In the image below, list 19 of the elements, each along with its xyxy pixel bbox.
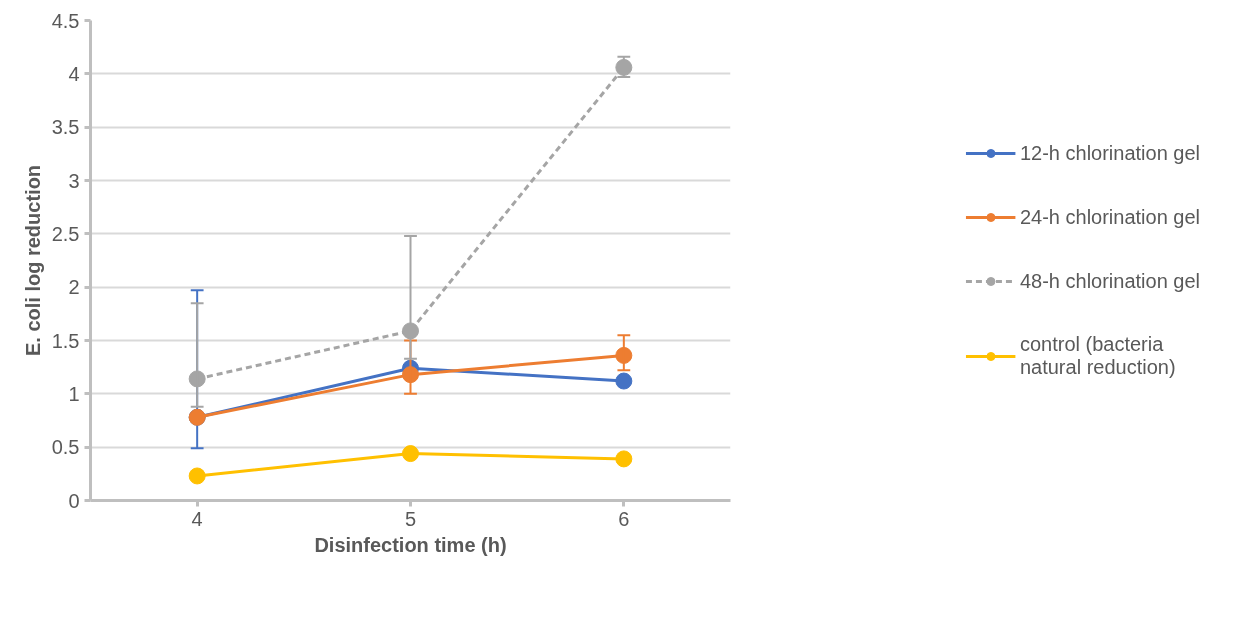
- legend-label: 48-h chlorination gel: [1019, 269, 1201, 293]
- legend-label: control (bacteria natural reduction): [1019, 333, 1176, 379]
- legend-label: 24-h chlorination gel: [1019, 205, 1201, 229]
- y-tick-label: 3: [68, 169, 80, 192]
- y-tick-label: 0.5: [51, 436, 80, 459]
- y-tick-label: 2.5: [51, 222, 80, 245]
- y-tick-label: 0: [68, 489, 80, 512]
- x-tick-label: 4: [191, 507, 203, 530]
- x-axis-title: Disinfection time (h): [314, 533, 507, 556]
- y-tick-label: 1.5: [51, 329, 80, 352]
- y-tick-label: 4: [68, 62, 80, 85]
- legend-label: 12-h chlorination gel: [1019, 141, 1201, 165]
- x-tick-label: 6: [618, 507, 630, 530]
- y-tick-label: 2: [68, 276, 80, 299]
- y-tick-label: 4.5: [51, 9, 80, 32]
- y-axis-title: E. coli log reduction: [21, 164, 44, 357]
- x-tick-label: 5: [404, 507, 417, 530]
- y-tick-label: 1: [68, 382, 80, 405]
- y-tick-label: 3.5: [51, 116, 80, 139]
